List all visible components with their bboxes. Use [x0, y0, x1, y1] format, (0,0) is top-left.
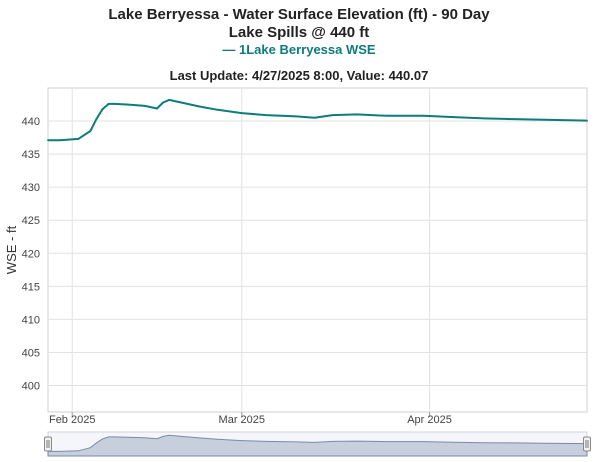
data-point: [47, 139, 49, 142]
data-point: [295, 115, 298, 118]
data-point: [107, 103, 110, 105]
data-point: [386, 114, 388, 117]
data-point: [77, 138, 80, 140]
data-point: [125, 103, 128, 106]
data-point: [513, 118, 516, 120]
data-point: [331, 114, 334, 116]
chart-title-line1: Lake Berryessa - Water Surface Elevation…: [108, 6, 490, 23]
data-point: [168, 99, 171, 101]
series-layer: [47, 98, 588, 142]
data-point: [89, 130, 92, 132]
drag-handle-icon: [583, 436, 591, 452]
data-point: [543, 118, 546, 121]
grid: [47, 87, 588, 413]
data-point: [452, 116, 455, 118]
navigator-handle-left[interactable]: [44, 436, 52, 452]
x-tick-label: Feb 2025: [49, 414, 95, 426]
y-tick-label: 410: [22, 314, 40, 326]
chart-title-line2: Lake Spills @ 440 ft: [228, 24, 370, 41]
legend-item[interactable]: — 1Lake Berryessa WSE: [222, 42, 376, 57]
navigator-handle-right[interactable]: [583, 436, 591, 452]
axes: 400 405 410 415 420 425 430 435 440 Feb 2025 Mar 2…: [4, 116, 452, 426]
navigator-area: [47, 434, 588, 457]
data-point: [216, 108, 219, 111]
x-tick-label: Mar 2025: [219, 414, 265, 426]
y-tick-label: 440: [22, 116, 40, 128]
data-point: [240, 112, 243, 114]
y-tick-label: 435: [22, 149, 40, 161]
y-tick-label: 400: [22, 381, 40, 393]
y-tick-label: 405: [22, 347, 40, 359]
y-tick-label: 430: [22, 182, 40, 194]
y-tick-label: 415: [22, 281, 40, 293]
data-point: [356, 113, 358, 116]
data-point: [483, 117, 485, 120]
data-point: [144, 105, 146, 107]
data-point: [162, 101, 165, 104]
chart-subtitle: Last Update: 4/27/2025 8:00, Value: 440.…: [169, 68, 429, 83]
data-point: [95, 118, 98, 120]
data-point: [198, 105, 201, 108]
data-point: [113, 103, 116, 105]
chart-title: Lake Berryessa - Water Surface Elevation…: [0, 6, 598, 42]
data-point: [101, 108, 104, 111]
data-point: [180, 101, 183, 104]
data-point: [156, 107, 158, 110]
data-point: [59, 139, 61, 142]
data-point: [422, 114, 425, 117]
y-tick-label: 420: [22, 248, 40, 260]
x-tick-label: Apr 2025: [407, 414, 452, 426]
data-point: [586, 119, 588, 122]
plot-border: [47, 87, 588, 413]
series-line: [48, 98, 588, 142]
data-point: [265, 114, 267, 116]
y-tick-label: 425: [22, 215, 40, 227]
navigator[interactable]: [44, 431, 591, 457]
y-axis-label: WSE - ft: [4, 225, 19, 274]
data-point: [313, 116, 316, 119]
drag-handle-icon: [44, 436, 52, 452]
